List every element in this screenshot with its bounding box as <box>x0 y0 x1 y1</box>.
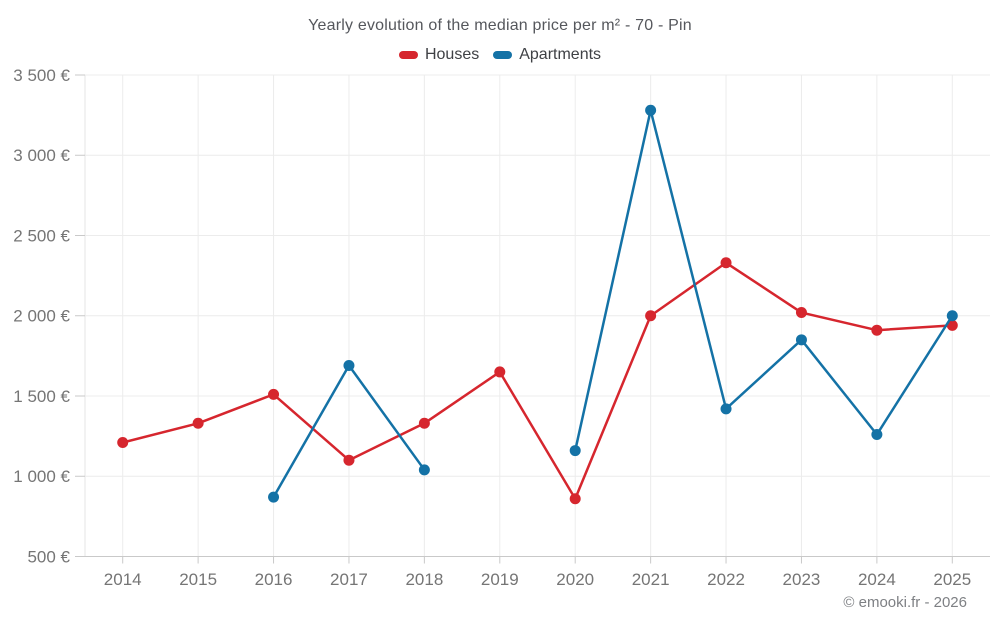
y-axis-label: 500 € <box>27 547 70 566</box>
copyright-footer: © emooki.fr - 2026 <box>843 594 967 611</box>
apartments-point[interactable] <box>418 464 430 476</box>
x-axis-label: 2016 <box>255 570 293 589</box>
x-axis-label: 2023 <box>783 570 821 589</box>
x-axis-label: 2019 <box>481 570 519 589</box>
houses-point[interactable] <box>192 417 204 429</box>
houses-point[interactable] <box>645 310 657 322</box>
apartments-point[interactable] <box>720 403 732 415</box>
apartments-legend-label: Apartments <box>519 46 602 63</box>
houses-line <box>121 261 954 500</box>
apartments-line <box>573 109 954 452</box>
x-axis-label: 2024 <box>858 570 896 589</box>
houses-legend-swatch <box>398 51 418 59</box>
houses-point[interactable] <box>268 388 280 400</box>
x-axis-label: 2021 <box>632 570 670 589</box>
houses-point[interactable] <box>418 417 430 429</box>
chart-legend: Houses Apartments <box>0 46 1000 64</box>
houses-point[interactable] <box>720 257 732 269</box>
y-axis-label: 3 000 € <box>13 146 70 165</box>
houses-point[interactable] <box>569 493 581 505</box>
houses-point[interactable] <box>117 437 129 449</box>
apartments-legend-swatch <box>493 51 513 59</box>
x-axis-label: 2015 <box>179 570 217 589</box>
legend-item-apartments[interactable]: Apartments <box>493 46 601 64</box>
x-axis-label: 2014 <box>104 570 142 589</box>
x-axis-label: 2022 <box>707 570 745 589</box>
houses-point[interactable] <box>494 366 506 378</box>
y-axis-label: 1 500 € <box>13 387 70 406</box>
legend-item-houses[interactable]: Houses <box>398 46 480 64</box>
houses-legend-label: Houses <box>424 46 480 63</box>
x-axis-label: 2018 <box>405 570 443 589</box>
y-axis-label: 2 000 € <box>13 307 70 326</box>
apartments-point[interactable] <box>645 104 657 116</box>
houses-point[interactable] <box>946 319 958 331</box>
houses-point[interactable] <box>871 324 883 336</box>
apartments-point[interactable] <box>946 310 958 322</box>
apartments-point[interactable] <box>268 491 280 503</box>
x-axis-label: 2020 <box>556 570 594 589</box>
y-axis-label: 2 500 € <box>13 226 70 245</box>
apartments-point[interactable] <box>569 445 581 457</box>
apartments-point[interactable] <box>795 334 807 346</box>
apartments-point[interactable] <box>343 360 355 372</box>
y-axis-label: 1 000 € <box>13 467 70 486</box>
x-axis-label: 2017 <box>330 570 368 589</box>
houses-point[interactable] <box>795 307 807 319</box>
houses-point[interactable] <box>343 454 355 466</box>
x-axis-label: 2025 <box>933 570 971 589</box>
chart-title: Yearly evolution of the median price per… <box>308 17 692 34</box>
apartments-point[interactable] <box>871 429 883 441</box>
y-axis-label: 3 500 € <box>13 66 70 85</box>
